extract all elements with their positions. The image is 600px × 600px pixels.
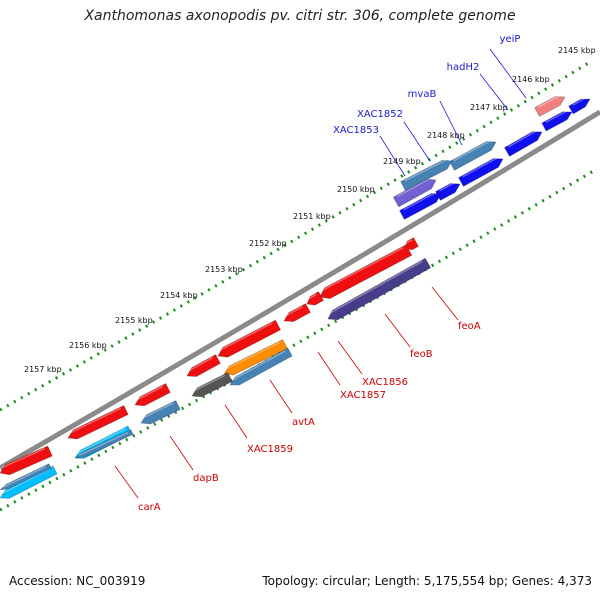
leader-line bbox=[403, 121, 431, 162]
kbp-label: 2145 kbp bbox=[558, 46, 596, 55]
gene-arrow bbox=[327, 257, 432, 321]
kbp-label: 2149 kbp bbox=[383, 157, 421, 166]
gene-arrow bbox=[0, 463, 52, 491]
gene-label: XAC1852 bbox=[357, 109, 403, 120]
gene-arrow bbox=[74, 429, 134, 459]
gene-label: yeiP bbox=[500, 34, 521, 45]
kbp-label: 2156 kbp bbox=[69, 341, 107, 350]
gene-label: XAC1853 bbox=[333, 125, 379, 136]
gene-arrow bbox=[229, 347, 293, 386]
gene-arrow bbox=[568, 97, 591, 115]
kbp-label: 2146 kbp bbox=[512, 75, 550, 84]
gene-arrow bbox=[503, 130, 543, 157]
gene-label: mvaB bbox=[408, 89, 437, 100]
gene-arrow bbox=[217, 319, 282, 358]
leader-line bbox=[169, 435, 194, 471]
gene-label: feoB bbox=[410, 349, 433, 360]
gene-arrows bbox=[0, 94, 591, 499]
leader-line bbox=[337, 340, 363, 375]
kbp-label: 2154 kbp bbox=[160, 291, 198, 300]
accession-text: Accession: NC_003919 bbox=[9, 574, 146, 588]
gene-arrow bbox=[0, 445, 53, 476]
leader-line bbox=[224, 404, 248, 439]
gene-arrow bbox=[534, 94, 566, 117]
kbp-label: 2152 kbp bbox=[249, 239, 287, 248]
gene-arrow bbox=[306, 291, 325, 306]
gene-arrow bbox=[458, 156, 504, 187]
gene-labels: yeiP hadH2 mvaB XAC1852 XAC1853 feoA feoB XAC18… bbox=[114, 34, 527, 513]
leader-line bbox=[431, 286, 459, 321]
gene-label: carA bbox=[138, 502, 161, 513]
gene-arrow bbox=[399, 191, 442, 220]
gene-arrow bbox=[435, 181, 461, 201]
leader-line bbox=[489, 48, 527, 99]
backbone bbox=[0, 109, 600, 471]
gene-label: XAC1856 bbox=[362, 377, 408, 388]
outer-ruler bbox=[0, 60, 591, 412]
leader-line bbox=[379, 135, 406, 177]
gene-arrow bbox=[283, 303, 311, 322]
kbp-label: 2157 kbp bbox=[24, 365, 62, 374]
gene-label: XAC1857 bbox=[340, 390, 386, 401]
gene-arrow bbox=[449, 139, 497, 171]
kbp-label: 2151 kbp bbox=[293, 212, 331, 221]
gene-label: feoA bbox=[458, 321, 481, 332]
gene-label: avtA bbox=[292, 417, 315, 428]
leader-line bbox=[269, 379, 293, 414]
kbp-labels: 2145 kbp 2146 kbp 2147 kbp 2148 kbp 2149 kbp… bbox=[24, 46, 596, 374]
gene-arrow bbox=[186, 354, 221, 377]
inner-ruler bbox=[0, 168, 596, 512]
kbp-label: 2147 kbp bbox=[470, 103, 508, 112]
leader-line bbox=[479, 73, 509, 111]
kbp-label: 2148 kbp bbox=[427, 131, 465, 140]
gene-label: dapB bbox=[193, 473, 219, 484]
leader-line bbox=[439, 100, 463, 146]
gene-label: hadH2 bbox=[447, 62, 480, 73]
gene-arrow bbox=[541, 110, 573, 132]
gene-arrow bbox=[191, 371, 233, 398]
kbp-label: 2155 kbp bbox=[115, 316, 153, 325]
gene-arrow bbox=[400, 158, 453, 191]
leader-line bbox=[317, 351, 341, 386]
gene-arrow bbox=[67, 404, 129, 440]
summary-text: Topology: circular; Length: 5,175,554 bp… bbox=[262, 574, 592, 588]
gene-arrow bbox=[134, 383, 171, 407]
kbp-label: 2150 kbp bbox=[337, 185, 375, 194]
gene-arrow bbox=[319, 244, 413, 299]
page-title: Xanthomonas axonopodis pv. citri str. 30… bbox=[84, 8, 516, 24]
leader-line bbox=[384, 313, 411, 348]
leader-line bbox=[114, 465, 139, 499]
kbp-label: 2153 kbp bbox=[205, 265, 243, 274]
gene-arrow bbox=[223, 338, 288, 376]
gene-arrow bbox=[140, 399, 181, 425]
gene-label: XAC1859 bbox=[247, 444, 293, 455]
